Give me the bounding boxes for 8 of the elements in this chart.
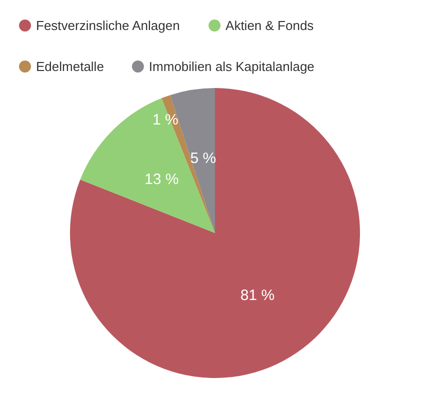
legend-label: Festverzinsliche Anlagen [36,18,180,33]
legend-label: Immobilien als Kapitalanlage [148,59,314,74]
legend-label: Aktien & Fonds [226,18,314,33]
data-label: 81 % [240,286,275,304]
data-label: 13 % [144,171,179,188]
legend-label: Edelmetalle [36,59,104,74]
data-label: 1 % [152,111,178,128]
data-label: 5 % [190,150,216,167]
